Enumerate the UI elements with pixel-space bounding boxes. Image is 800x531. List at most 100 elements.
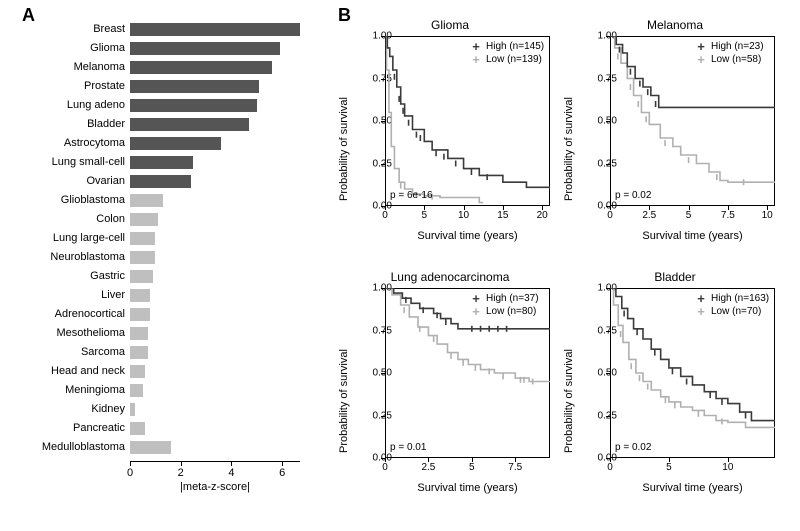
- km-xtick-label: 5: [422, 210, 428, 221]
- km-xlabel: Survival time (years): [610, 482, 775, 494]
- bar-row: Prostate: [130, 79, 300, 94]
- km-legend-high: + High (n=163): [695, 292, 769, 305]
- bar-rect: [130, 194, 163, 207]
- bar-row: Mesothelioma: [130, 326, 300, 341]
- bar-x-tick-label: 0: [127, 467, 133, 479]
- bar-label: Lung small-cell: [52, 155, 125, 170]
- panel-a-bar-chart: Breast Glioma Melanoma Prostate Lung adeno Bl…: [20, 18, 320, 508]
- km-xtick-label: 7.5: [721, 210, 735, 221]
- km-xtick-label: 5: [469, 462, 475, 473]
- bar-label: Sarcoma: [81, 345, 125, 360]
- km-legend-high: +High (n=37): [470, 292, 539, 305]
- km-legend-high: +High (n=145): [470, 40, 544, 53]
- km-plot-bladder: Bladder0.000.250.500.751.000510Probabili…: [565, 270, 785, 510]
- bar-row: Gastric: [130, 269, 300, 284]
- bar-label: Adrenocortical: [55, 307, 125, 322]
- km-legend-low: + Low (n=80): [470, 305, 539, 318]
- bar-label: Glioma: [90, 41, 125, 56]
- bar-row: Glioblastoma: [130, 193, 300, 208]
- bar-rect: [130, 327, 148, 340]
- bar-label: Colon: [96, 212, 125, 227]
- bar-row: Melanoma: [130, 60, 300, 75]
- km-xtick-label: 10: [458, 210, 469, 221]
- km-xtick-label: 20: [537, 210, 548, 221]
- bar-x-axis: [130, 461, 300, 462]
- km-legend-low-label: Low (n=139): [486, 53, 542, 66]
- bar-label: Meningioma: [65, 383, 125, 398]
- bar-row: Astrocytoma: [130, 136, 300, 151]
- bar-label: Kidney: [91, 402, 125, 417]
- km-xtick-label: 0: [607, 462, 613, 473]
- km-xtick-label: 10: [762, 210, 773, 221]
- km-plot-lungadeno: Lung adenocarcinoma0.000.250.500.751.000…: [340, 270, 560, 510]
- km-pvalue: p = 0.01: [390, 442, 426, 453]
- bar-rect: [130, 156, 193, 169]
- km-legend: + High (n=163)+Low (n=70): [695, 292, 769, 318]
- km-legend-high-label: High (n=145): [486, 40, 544, 53]
- bar-rect: [130, 384, 143, 397]
- bar-row: Kidney: [130, 402, 300, 417]
- bar-rect: [130, 422, 145, 435]
- plus-icon: +: [470, 293, 482, 304]
- km-ylabel: Probability of survival: [563, 97, 575, 201]
- bar-label: Neuroblastoma: [50, 250, 125, 265]
- bar-rect: [130, 365, 145, 378]
- bar-label: Mesothelioma: [57, 326, 125, 341]
- bar-row: Glioma: [130, 41, 300, 56]
- km-xtick-label: 5: [686, 210, 692, 221]
- plus-icon: +: [695, 41, 707, 52]
- bar-x-tick-label: 2: [178, 467, 184, 479]
- bar-row: Lung large-cell: [130, 231, 300, 246]
- km-xtick-label: 2.5: [642, 210, 656, 221]
- km-legend: +High (n=23)+ Low (n=58): [695, 40, 764, 66]
- bar-label: Ovarian: [86, 174, 125, 189]
- bar-label: Prostate: [84, 79, 125, 94]
- km-xlabel: Survival time (years): [610, 230, 775, 242]
- plus-icon: +: [695, 54, 707, 65]
- bar-label: Head and neck: [51, 364, 125, 379]
- km-legend: +High (n=145)+Low (n=139): [470, 40, 544, 66]
- bar-x-tick: [181, 461, 182, 466]
- plus-icon: +: [695, 293, 707, 304]
- plus-icon: +: [470, 306, 482, 317]
- bar-rect: [130, 403, 135, 416]
- bar-chart-area: BreastGliomaMelanomaProstateLung adenoBl…: [130, 22, 300, 467]
- km-ylabel: Probability of survival: [338, 97, 350, 201]
- bar-row: Pancreatic: [130, 421, 300, 436]
- bar-row: Lung adeno: [130, 98, 300, 113]
- figure: A B BreastGliomaMelanomaProstateLung ade…: [0, 0, 800, 531]
- bar-row: Meningioma: [130, 383, 300, 398]
- bar-row: Colon: [130, 212, 300, 227]
- km-pvalue: p = 0.02: [615, 442, 651, 453]
- km-legend-high-label: High (n=163): [711, 292, 769, 305]
- bar-rect: [130, 61, 272, 74]
- bar-label: Melanoma: [74, 60, 125, 75]
- km-legend-low: +Low (n=70): [695, 305, 769, 318]
- km-xtick-label: 5: [666, 462, 672, 473]
- bar-label: Breast: [93, 22, 125, 37]
- bar-label: Gastric: [90, 269, 125, 284]
- km-ylabel: Probability of survival: [338, 349, 350, 453]
- bar-label: Bladder: [87, 117, 125, 132]
- km-legend-low: + Low (n=58): [695, 53, 764, 66]
- bar-rect: [130, 441, 171, 454]
- bar-row: Liver: [130, 288, 300, 303]
- bar-row: Sarcoma: [130, 345, 300, 360]
- bar-rect: [130, 251, 155, 264]
- km-legend-high: +High (n=23): [695, 40, 764, 53]
- bar-x-tick-label: 6: [279, 467, 285, 479]
- km-xtick-label: 2.5: [421, 462, 435, 473]
- bar-x-tick: [130, 461, 131, 466]
- km-pvalue: p = 0.02: [615, 190, 651, 201]
- km-legend-low-label: Low (n=58): [711, 53, 761, 66]
- bar-label: Liver: [101, 288, 125, 303]
- bar-rect: [130, 346, 148, 359]
- km-legend: +High (n=37)+ Low (n=80): [470, 292, 539, 318]
- km-plot-glioma: Glioma0.000.250.500.751.0005101520Probab…: [340, 18, 560, 258]
- bar-rect: [130, 23, 300, 36]
- bar-x-tick-label: 4: [228, 467, 234, 479]
- bar-rect: [130, 270, 153, 283]
- km-xtick-label: 7.5: [508, 462, 522, 473]
- km-xtick-label: 10: [722, 462, 733, 473]
- km-legend-low-label: Low (n=80): [486, 305, 536, 318]
